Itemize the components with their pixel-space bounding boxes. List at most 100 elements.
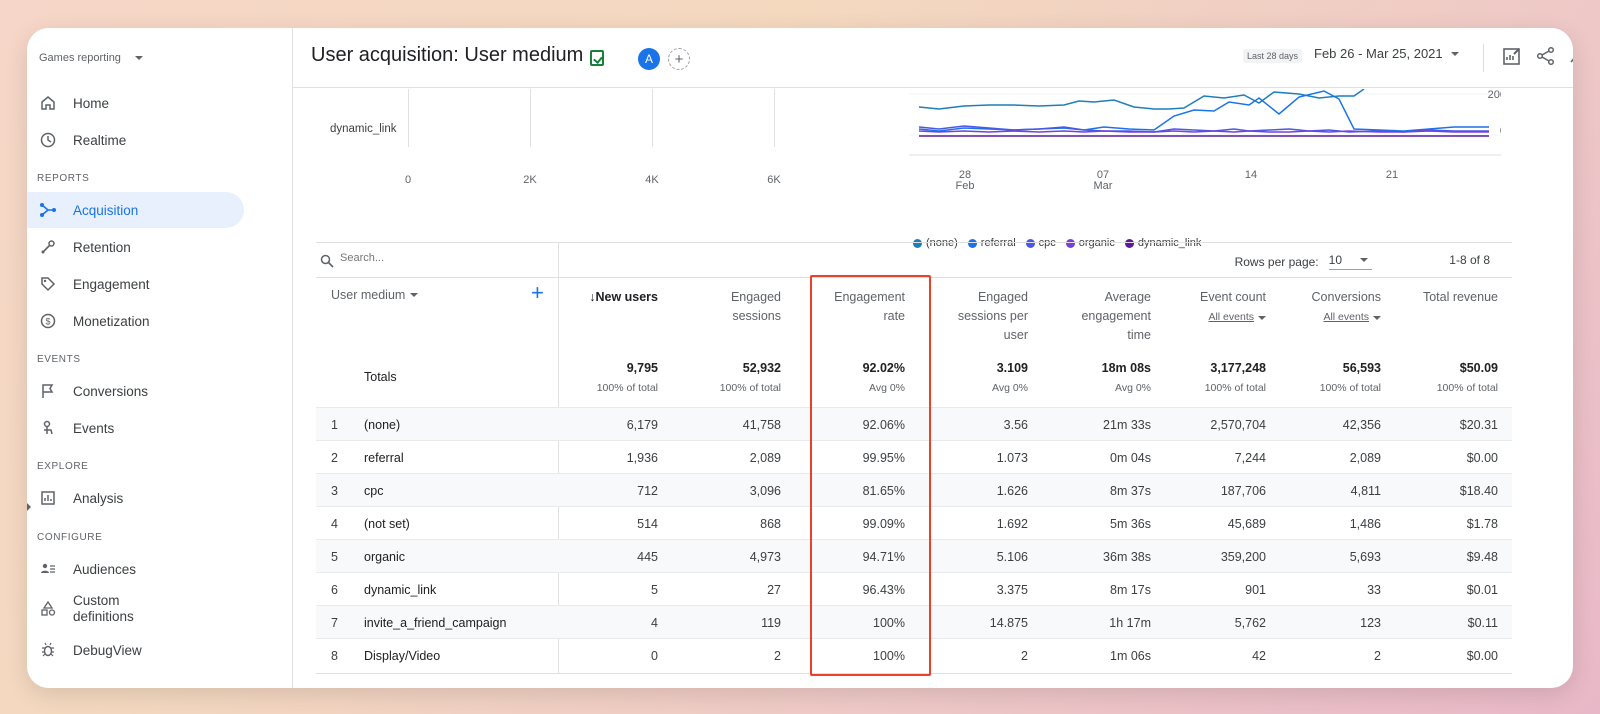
table-cell: 359,200 — [1220, 550, 1266, 564]
flag-icon — [39, 382, 57, 400]
legend-item[interactable]: (none) — [913, 237, 958, 249]
add-comparison-button[interactable]: + — [668, 48, 690, 70]
chevron-down-icon — [1373, 315, 1381, 320]
x-tick-label: Feb — [956, 180, 975, 192]
totals-sub: 100% of total — [719, 382, 781, 394]
legend-label: (none) — [926, 237, 958, 249]
column-header-total-revenue[interactable]: Total revenue — [1401, 288, 1498, 307]
customize-report-icon[interactable] — [1502, 46, 1522, 71]
event-filter-dropdown[interactable]: All events — [1323, 308, 1381, 327]
table-cell: 0 — [651, 649, 658, 663]
property-name: Games reporting — [39, 52, 121, 64]
dimension-header[interactable]: User medium — [331, 288, 419, 302]
rows-per-page-select[interactable]: 10 — [1328, 253, 1372, 270]
sidebar-item-events[interactable]: Events — [27, 410, 244, 446]
table-cell: 5 — [651, 583, 658, 597]
table-cell: 5.106 — [996, 550, 1028, 564]
sidebar-item-engagement[interactable]: Engagement — [27, 266, 244, 302]
comparison-avatar[interactable]: A — [638, 48, 660, 70]
date-hint: Last 28 days — [1243, 49, 1303, 63]
table-toolbar: Rows per page: 10 1-8 of 8 — [316, 242, 1512, 278]
legend-item[interactable]: cpc — [1025, 237, 1056, 249]
verified-report-icon[interactable] — [590, 50, 604, 66]
bar-axis-tick: 4K — [645, 174, 659, 186]
sidebar-item-retention[interactable]: Retention — [27, 229, 244, 265]
sidebar-item-home[interactable]: Home — [27, 85, 244, 121]
sidebar-item-label: Realtime — [73, 132, 127, 148]
search-input[interactable] — [340, 252, 540, 264]
insights-icon[interactable] — [1570, 46, 1573, 71]
table-row[interactable]: 5 organic 445 4,973 94.71% 5.106 36m 38s 359,20… — [316, 539, 1512, 572]
home-icon — [39, 94, 57, 112]
svg-text:$: $ — [45, 317, 50, 327]
totals-sub: 100% of total — [596, 382, 658, 394]
row-number: 8 — [331, 649, 338, 663]
column-header-event-count[interactable]: Event count All events — [1171, 288, 1266, 327]
date-range-picker[interactable]: Feb 26 - Mar 25, 2021 — [1314, 46, 1459, 61]
column-header-label: Engaged — [730, 290, 781, 304]
expand-arrow-icon[interactable] — [27, 503, 31, 511]
sidebar-item-label: Home — [73, 95, 110, 111]
table-row[interactable]: 6 dynamic_link 5 27 96.43% 3.375 8m 17s 901 33 $0… — [316, 572, 1512, 605]
column-header-label: user — [1003, 328, 1028, 342]
legend-label: cpc — [1038, 237, 1056, 249]
table-row[interactable]: 8 Display/Video 0 2 100% 2 1m 06s 42 2 $0.00 — [316, 638, 1512, 671]
sidebar-item-analysis[interactable]: Analysis — [27, 480, 244, 516]
table-cell: 1h 17m — [1109, 616, 1151, 630]
share-icon[interactable] — [1536, 46, 1556, 71]
legend-item[interactable]: organic — [1065, 237, 1115, 249]
add-dimension-button[interactable]: + — [531, 280, 544, 305]
column-header-engaged-sessions[interactable]: Engaged sessions — [676, 288, 781, 326]
column-header-label: Engaged — [977, 290, 1028, 304]
column-header-new-users[interactable]: ↓New users — [566, 288, 658, 307]
legend-item[interactable]: dynamic_link — [1124, 237, 1201, 249]
column-header-label: Conversions — [1311, 290, 1381, 304]
legend-item[interactable]: referral — [967, 237, 1016, 249]
retention-icon — [39, 238, 57, 256]
property-selector[interactable]: Games reporting — [39, 52, 143, 64]
sidebar-item-debugview[interactable]: DebugView — [27, 632, 244, 668]
column-header-engaged-sessions-per-user[interactable]: Engaged sessions per user — [926, 288, 1028, 345]
totals-sub: Avg 0% — [1115, 382, 1151, 394]
table-row[interactable]: 1 (none) 6,179 41,758 92.06% 3.56 21m 33s 2,570… — [316, 407, 1512, 440]
top-bar: User acquisition: User medium A + Last 2… — [293, 28, 1573, 88]
toolbar-icons — [1483, 44, 1573, 72]
event-filter-dropdown[interactable]: All events — [1208, 308, 1266, 327]
column-header-average-engagement-time[interactable]: Average engagement time — [1046, 288, 1151, 345]
row-number: 3 — [331, 484, 338, 498]
column-header-conversions[interactable]: Conversions All events — [1284, 288, 1381, 327]
table-cell: 514 — [637, 517, 658, 531]
table-cell: 36m 38s — [1103, 550, 1151, 564]
sidebar-item-label: Audiences — [73, 561, 137, 577]
x-tick-label: 21 — [1386, 169, 1398, 181]
sidebar-item-realtime[interactable]: Realtime — [27, 122, 244, 158]
series-line-none — [918, 89, 1365, 110]
column-header-engagement-rate[interactable]: Engagement rate — [801, 288, 905, 326]
table-cell: 4,811 — [1350, 484, 1381, 498]
sidebar-item-conversions[interactable]: Conversions — [27, 373, 244, 409]
sidebar-item-audiences[interactable]: Audiences — [27, 551, 244, 587]
table-cell: $0.00 — [1466, 649, 1498, 663]
table-row[interactable]: 4 (not set) 514 868 99.09% 1.692 5m 36s 45,689 1… — [316, 506, 1512, 539]
row-number: 4 — [331, 517, 338, 531]
table-cell: 8m 37s — [1110, 484, 1151, 498]
table-cell: $0.00 — [1466, 451, 1498, 465]
table-cell: 1.692 — [996, 517, 1028, 531]
series-line-referral — [918, 90, 1489, 132]
bar-chart-category-label: dynamic_link — [330, 123, 397, 135]
sidebar-item-acquisition[interactable]: Acquisition — [27, 192, 244, 228]
event-filter-label: All events — [1323, 311, 1369, 323]
row-dimension-value: referral — [364, 451, 404, 465]
rows-per-page-value: 10 — [1328, 253, 1342, 267]
sidebar-item-label: Custom definitions — [73, 593, 134, 624]
sidebar-item-monetization[interactable]: $ Monetization — [27, 303, 244, 339]
table-row[interactable]: 7 invite_a_friend_campaign 4 119 100% 14.875 1… — [316, 605, 1512, 638]
table-cell: 1.626 — [996, 484, 1028, 498]
totals-value: 56,593 — [1342, 361, 1381, 375]
row-dimension-value: invite_a_friend_campaign — [364, 616, 507, 630]
table-row[interactable]: 3 cpc 712 3,096 81.65% 1.626 8m 37s 187,706 4,81… — [316, 473, 1512, 506]
table-row[interactable]: 2 referral 1,936 2,089 99.95% 1.073 0m 04s 7,24… — [316, 440, 1512, 473]
totals-sub: 100% of total — [1319, 382, 1381, 394]
sidebar-item-custom-definitions[interactable]: Custom definitions — [27, 588, 244, 630]
row-dimension-value: dynamic_link — [364, 583, 437, 597]
